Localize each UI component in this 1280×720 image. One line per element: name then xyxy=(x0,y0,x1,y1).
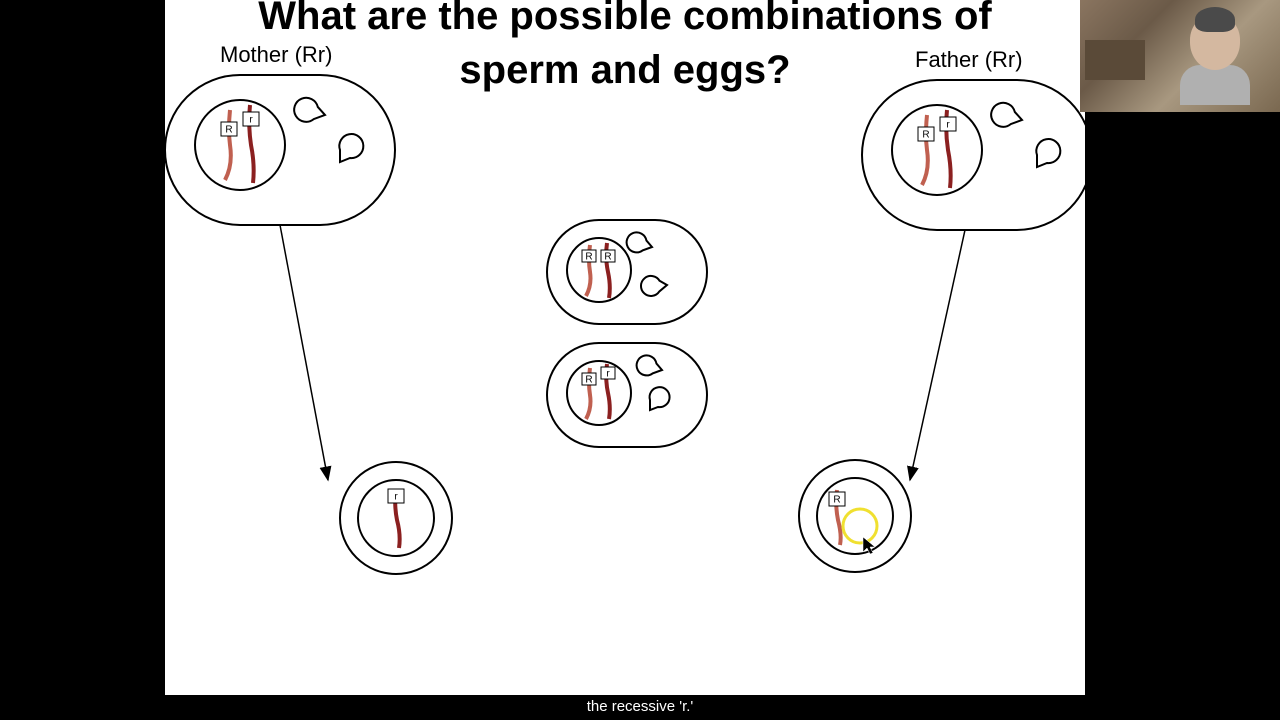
father-cell: R r xyxy=(862,80,1085,230)
mother-cell: R r xyxy=(165,75,395,225)
mid1-allele-2: R xyxy=(604,252,611,263)
father-allele-R: R xyxy=(922,130,929,141)
webcam-overlay xyxy=(1080,0,1280,112)
middle-cell-1: R R xyxy=(547,220,707,324)
father-arrow xyxy=(910,230,965,480)
caption-text: the recessive 'r.' xyxy=(0,698,1280,715)
egg-gamete: r xyxy=(340,462,452,574)
mid2-allele-1: R xyxy=(585,375,592,386)
mother-arrow xyxy=(280,225,328,480)
diagram: R r R r R R xyxy=(165,0,1085,695)
mother-allele-R: R xyxy=(225,125,232,136)
slide-area: What are the possible combinations of sp… xyxy=(165,0,1085,695)
middle-cell-2: R r xyxy=(547,343,707,447)
mid1-allele-1: R xyxy=(585,252,592,263)
highlight-circle xyxy=(843,509,877,543)
sperm-gamete: R xyxy=(799,460,911,572)
sperm-allele: R xyxy=(833,495,840,506)
